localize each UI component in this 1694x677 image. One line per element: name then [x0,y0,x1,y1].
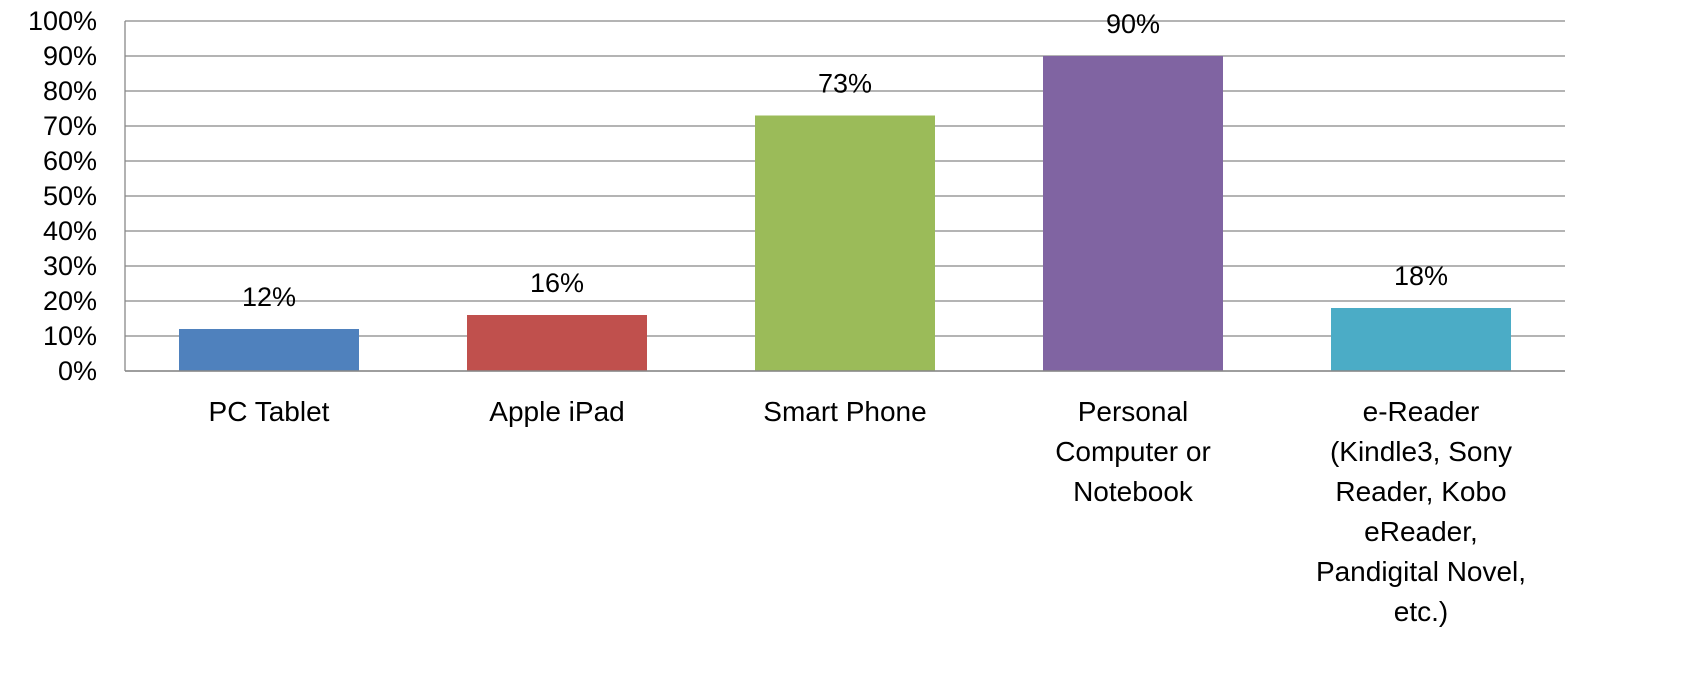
y-tick-label: 0% [58,356,97,386]
y-tick-label: 20% [43,286,97,316]
y-tick-label: 80% [43,76,97,106]
y-tick-label: 100% [28,6,97,36]
data-label: 16% [530,268,584,298]
y-tick-label: 10% [43,321,97,351]
bar [1043,56,1223,371]
x-tick-label: e-Reader (Kindle3, Sony Reader, Kobo eRe… [1315,396,1527,627]
y-tick-label: 40% [43,216,97,246]
x-tick-label: Personal Computer or Notebook [1055,396,1211,507]
data-label: 73% [818,69,872,99]
bar [755,115,935,371]
data-label: 90% [1106,9,1160,39]
bar [467,315,647,371]
y-tick-label: 70% [43,111,97,141]
x-tick-label: Apple iPad [489,396,625,427]
x-tick-label: PC Tablet [208,396,330,427]
bar [1331,308,1511,371]
y-tick-label: 60% [43,146,97,176]
bar [179,329,359,371]
data-label: 18% [1394,261,1448,291]
y-tick-label: 90% [43,41,97,71]
y-tick-label: 30% [43,251,97,281]
x-tick-label: Smart Phone [763,396,927,427]
y-tick-label: 50% [43,181,97,211]
data-label: 12% [242,282,296,312]
